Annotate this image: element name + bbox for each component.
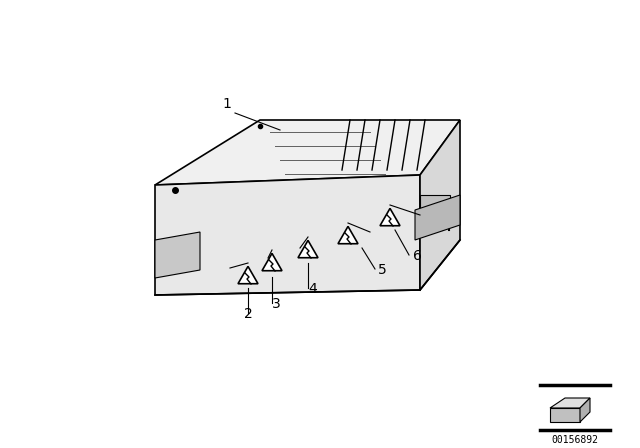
Polygon shape [155,232,200,278]
Polygon shape [420,120,460,290]
Polygon shape [550,408,580,422]
Polygon shape [380,208,400,226]
Polygon shape [155,175,420,295]
Polygon shape [298,241,318,258]
Polygon shape [338,226,358,244]
Polygon shape [238,267,258,284]
Text: 2: 2 [244,307,253,321]
Polygon shape [580,398,590,422]
Polygon shape [155,120,460,185]
Polygon shape [415,195,460,240]
Text: 4: 4 [308,282,317,296]
Text: 5: 5 [378,263,387,277]
Text: 3: 3 [272,297,281,311]
Text: 1: 1 [222,97,231,111]
Text: 6: 6 [413,249,422,263]
Polygon shape [550,398,590,408]
Text: 00156892: 00156892 [552,435,598,445]
Polygon shape [262,254,282,271]
Polygon shape [420,195,450,220]
